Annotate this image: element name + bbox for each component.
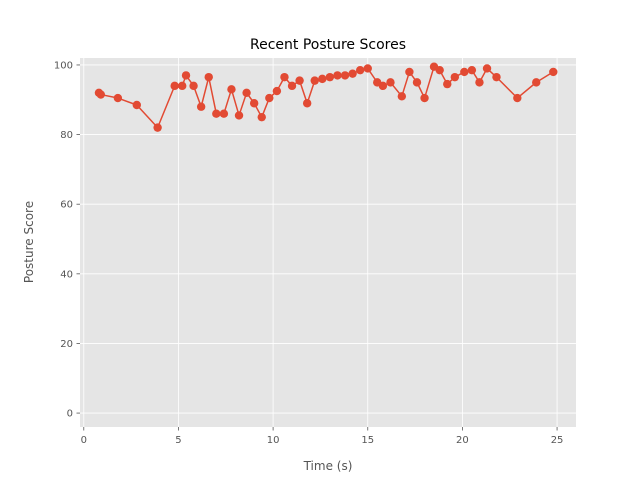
- plot-area: [80, 58, 576, 427]
- y-tick-label: 0: [67, 409, 73, 420]
- data-point: [482, 64, 492, 73]
- data-point: [234, 111, 244, 120]
- data-point: [386, 78, 395, 87]
- data-point: [475, 78, 484, 87]
- data-point: [196, 102, 206, 111]
- series-layer: [94, 62, 558, 132]
- data-point: [96, 90, 106, 99]
- data-point: [302, 99, 312, 108]
- data-point: [113, 93, 123, 103]
- data-point: [272, 86, 282, 96]
- data-point: [132, 100, 141, 110]
- data-point: [189, 81, 198, 91]
- y-axis-label: Posture Score: [22, 201, 36, 283]
- data-point: [181, 71, 191, 80]
- data-point: [450, 72, 460, 82]
- data-point: [363, 64, 372, 73]
- x-tick-label: 15: [361, 435, 374, 446]
- data-point: [310, 76, 319, 85]
- data-point: [204, 72, 213, 82]
- y-tick-label: 80: [60, 130, 73, 141]
- data-point: [340, 71, 350, 80]
- data-point: [467, 65, 477, 75]
- grid-lines: [80, 58, 576, 427]
- data-point: [257, 112, 266, 122]
- chart-title: Recent Posture Scores: [250, 37, 406, 53]
- data-point: [420, 93, 429, 103]
- data-point: [333, 71, 342, 80]
- x-tick-label: 5: [175, 435, 181, 446]
- x-tick-label: 10: [267, 435, 280, 446]
- y-tick-label: 100: [54, 60, 73, 71]
- data-point: [265, 93, 274, 103]
- data-point: [355, 65, 365, 75]
- data-point: [212, 109, 221, 118]
- data-point: [242, 88, 251, 98]
- data-point: [170, 81, 179, 91]
- data-point: [549, 67, 558, 77]
- data-point: [249, 99, 259, 108]
- data-point: [397, 92, 407, 101]
- y-tick-label: 60: [60, 200, 73, 211]
- data-point: [219, 109, 229, 118]
- data-point: [460, 67, 469, 77]
- data-point: [280, 72, 289, 82]
- x-tick-label: 20: [456, 435, 469, 446]
- data-point: [435, 65, 444, 75]
- data-point: [178, 81, 187, 91]
- axis-ticks: 0 5 10 15 20 25 0 20 40 60 80 100: [54, 60, 564, 446]
- data-point: [295, 76, 304, 85]
- data-point: [443, 79, 452, 89]
- y-tick-label: 40: [60, 269, 73, 280]
- y-tick-label: 20: [60, 339, 73, 350]
- data-point: [405, 67, 414, 77]
- data-point: [325, 72, 335, 82]
- data-point: [378, 81, 388, 91]
- x-axis-label: Time (s): [303, 459, 353, 473]
- data-point: [227, 85, 236, 94]
- data-point: [287, 81, 297, 91]
- x-tick-label: 25: [551, 435, 564, 446]
- data-point: [492, 72, 501, 82]
- data-point: [318, 74, 327, 84]
- data-point: [153, 123, 162, 132]
- data-point: [412, 78, 422, 87]
- data-point: [532, 78, 541, 87]
- x-tick-label: 0: [81, 435, 87, 446]
- data-point: [348, 69, 357, 78]
- data-point: [513, 93, 522, 103]
